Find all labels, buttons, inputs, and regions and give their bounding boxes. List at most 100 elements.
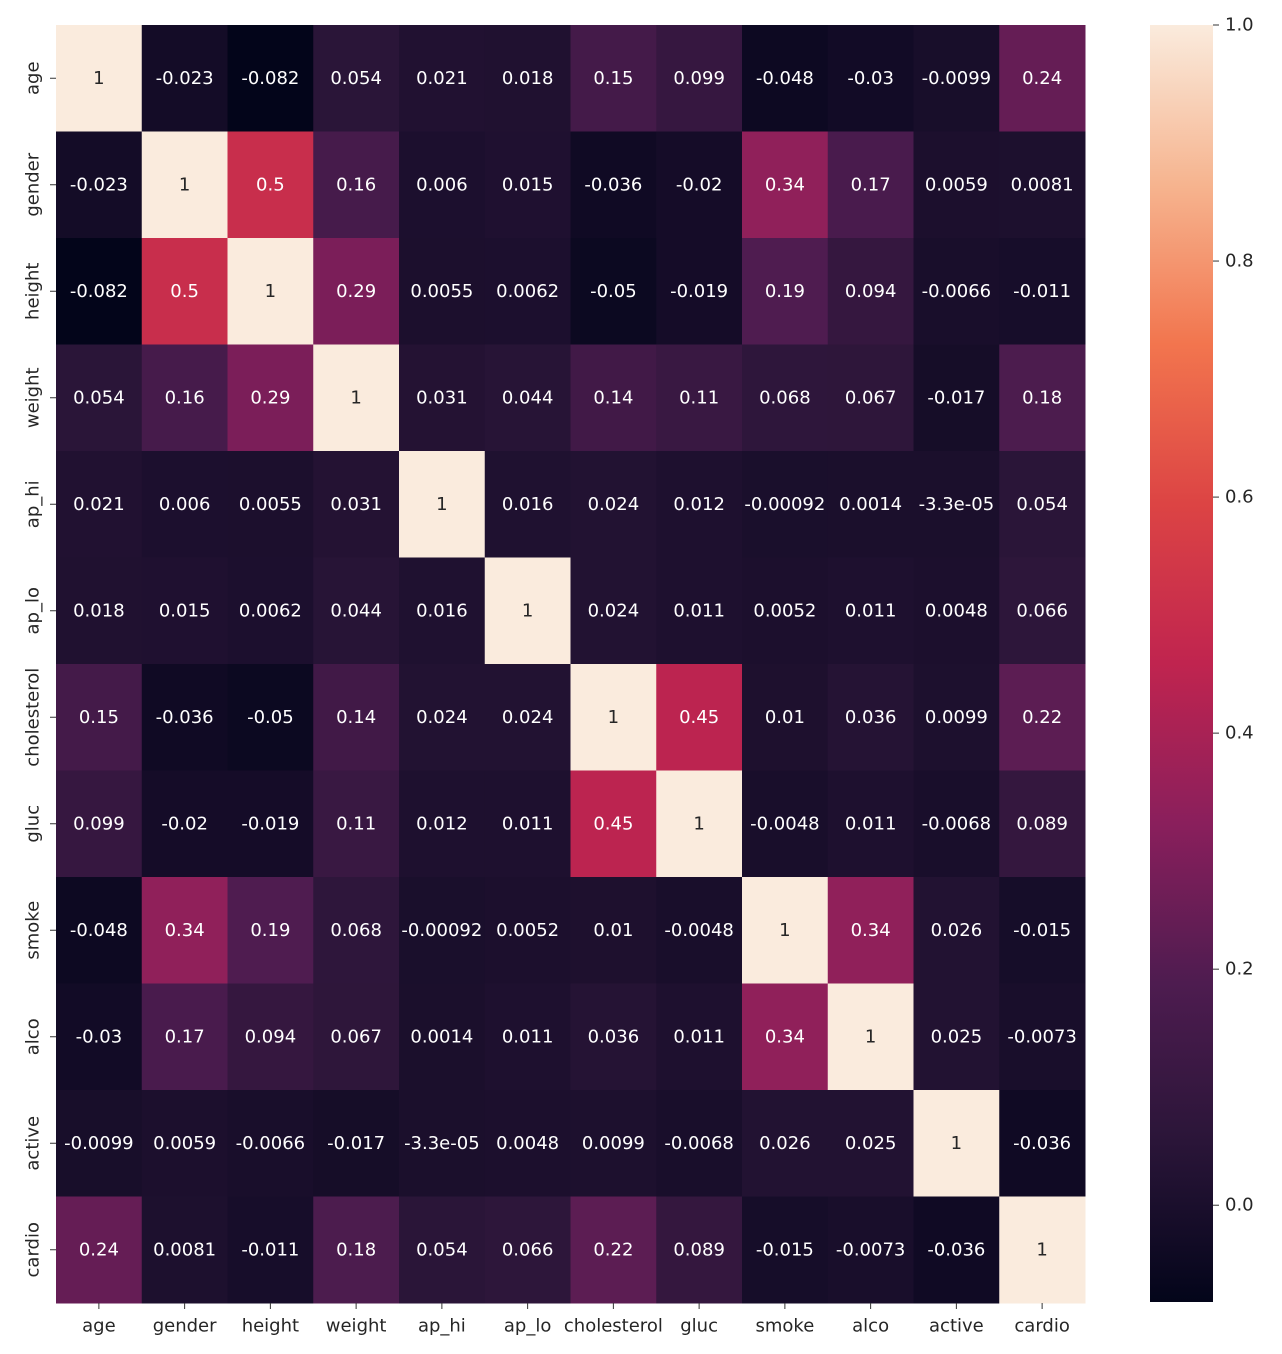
cell-label: 0.17 xyxy=(851,174,891,195)
cell-label: 0.006 xyxy=(159,494,211,515)
cell-label: 0.0059 xyxy=(925,174,988,195)
heatmap-cell xyxy=(227,664,314,771)
cell-label: 0.011 xyxy=(502,1026,554,1047)
heatmap-cell xyxy=(56,451,143,558)
x-tick-label: ap_hi xyxy=(418,1316,466,1337)
x-tick-label: age xyxy=(82,1316,116,1337)
heatmap-cell xyxy=(999,770,1086,878)
heatmap-cell xyxy=(141,664,228,771)
cell-label: 0.0014 xyxy=(839,494,902,515)
cell-label: -0.048 xyxy=(70,920,128,941)
heatmap-cell xyxy=(913,25,1000,132)
y-tick-label: gender xyxy=(23,152,44,216)
heatmap-cell xyxy=(913,557,1000,665)
cell-label: -0.05 xyxy=(590,281,637,302)
cell-label: 1 xyxy=(350,387,361,408)
cell-label: 0.14 xyxy=(336,707,376,728)
cell-label: -0.0073 xyxy=(836,1239,905,1260)
heatmap-cell xyxy=(141,770,228,878)
heatmap-cell xyxy=(484,1196,571,1304)
heatmap-cell xyxy=(313,25,400,132)
y-tick-label: cardio xyxy=(23,1222,44,1277)
cell-label: 0.067 xyxy=(330,1026,382,1047)
heatmap-cell xyxy=(399,557,486,665)
cell-label: -0.019 xyxy=(241,813,299,834)
cell-label: -0.017 xyxy=(927,387,985,408)
cell-label: 0.089 xyxy=(1016,813,1068,834)
heatmap-cell xyxy=(827,1196,914,1304)
cell-label: 1 xyxy=(436,494,447,515)
heatmap-cell xyxy=(913,131,1000,239)
heatmap-cell xyxy=(656,983,743,1091)
heatmap-cell xyxy=(484,770,571,878)
heatmap-cell xyxy=(999,877,1086,984)
heatmap-cell xyxy=(399,664,486,771)
cell-label: 0.067 xyxy=(845,387,897,408)
cell-label: 0.22 xyxy=(1022,707,1062,728)
heatmap-cell xyxy=(570,877,657,984)
heatmap-cell xyxy=(913,344,1000,452)
cell-label: 0.031 xyxy=(330,494,382,515)
heatmap-cell xyxy=(742,1196,829,1304)
heatmap-cell xyxy=(227,557,314,665)
heatmap-cell xyxy=(399,983,486,1091)
cell-label: 1 xyxy=(951,1133,962,1154)
heatmap-cell xyxy=(827,451,914,558)
heatmap-cell xyxy=(484,238,571,345)
heatmap-cell xyxy=(313,131,400,239)
y-tick-label: smoke xyxy=(23,901,44,960)
heatmap-cell xyxy=(570,1090,657,1197)
heatmap-cell xyxy=(656,1196,743,1304)
cell-label: 0.01 xyxy=(593,920,633,941)
cell-label: 0.0052 xyxy=(496,920,559,941)
cell-label: 0.34 xyxy=(765,1026,805,1047)
heatmap-cell xyxy=(656,451,743,558)
x-tick-label: alco xyxy=(852,1316,889,1337)
cell-label: -0.015 xyxy=(756,1239,814,1260)
heatmap-cell xyxy=(56,238,143,345)
cell-label: 0.024 xyxy=(416,707,468,728)
x-tick-label: weight xyxy=(326,1316,387,1337)
heatmap-cell xyxy=(399,1196,486,1304)
cell-label: 0.016 xyxy=(416,600,468,621)
cell-label: 0.5 xyxy=(170,281,199,302)
heatmap-cell xyxy=(570,1196,657,1304)
heatmap-cell xyxy=(827,238,914,345)
cell-label: 0.011 xyxy=(673,1026,725,1047)
cell-label: 0.018 xyxy=(502,68,554,89)
heatmap-cell xyxy=(141,877,228,984)
heatmap-cell xyxy=(313,983,400,1091)
heatmap-cell xyxy=(827,983,914,1091)
heatmap-cell xyxy=(399,344,486,452)
cell-label: -0.00092 xyxy=(401,920,482,941)
cell-label: 0.0052 xyxy=(753,600,816,621)
y-tick-label: ap_lo xyxy=(23,587,44,634)
cell-label: 1 xyxy=(93,68,104,89)
cell-label: -3.3e-05 xyxy=(404,1133,480,1154)
heatmap-cell xyxy=(656,664,743,771)
heatmap-cell xyxy=(313,664,400,771)
x-tick-label: height xyxy=(242,1316,299,1337)
heatmap-cell xyxy=(227,983,314,1091)
heatmap-cell xyxy=(656,770,743,878)
cell-label: -0.019 xyxy=(670,281,728,302)
heatmap-cell xyxy=(913,238,1000,345)
heatmap-cell xyxy=(827,1090,914,1197)
heatmap-cell xyxy=(999,1090,1086,1197)
cell-label: 0.018 xyxy=(73,600,125,621)
cell-label: 1 xyxy=(1036,1239,1047,1260)
cell-label: -0.02 xyxy=(676,174,723,195)
colorbar-tick-label: 0.0 xyxy=(1225,1195,1254,1216)
cell-label: -0.017 xyxy=(327,1133,385,1154)
cell-label: 0.0055 xyxy=(239,494,302,515)
heatmap-cell xyxy=(141,1196,228,1304)
heatmap-cell xyxy=(570,451,657,558)
cell-label: 1 xyxy=(522,600,533,621)
cell-label: 0.11 xyxy=(679,387,719,408)
heatmap-cell xyxy=(742,877,829,984)
cell-label: 0.15 xyxy=(79,707,119,728)
cell-label: -0.048 xyxy=(756,68,814,89)
heatmap-cell xyxy=(484,131,571,239)
heatmap-cell xyxy=(313,557,400,665)
heatmap-cell xyxy=(141,451,228,558)
